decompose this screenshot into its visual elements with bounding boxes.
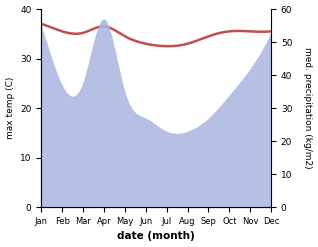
X-axis label: date (month): date (month) xyxy=(117,231,195,242)
Y-axis label: max temp (C): max temp (C) xyxy=(5,77,15,139)
Y-axis label: med. precipitation (kg/m2): med. precipitation (kg/m2) xyxy=(303,47,313,169)
